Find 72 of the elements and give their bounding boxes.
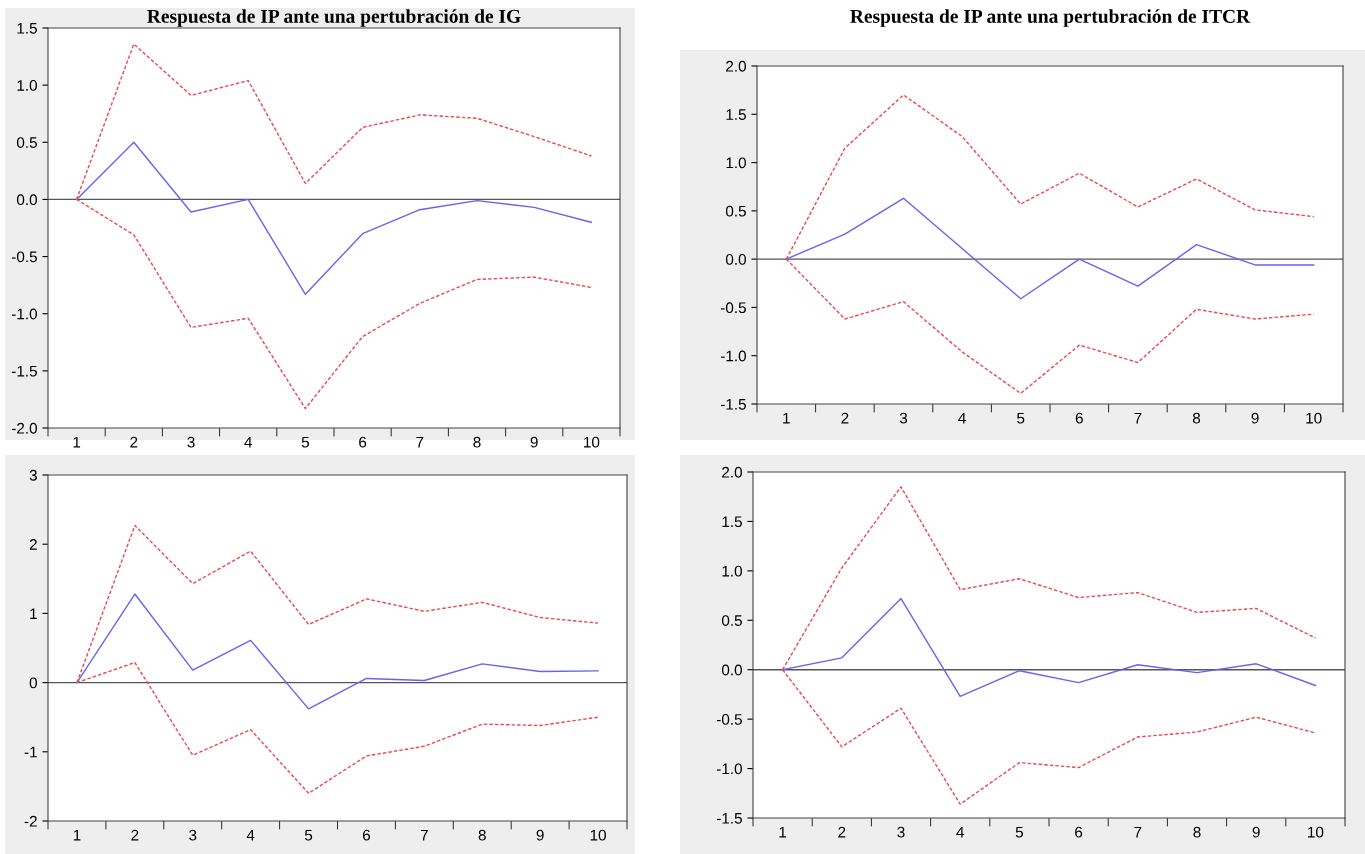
x-tick-label: 6 (1075, 826, 1083, 838)
x-tick-label: 2 (131, 829, 139, 841)
y-tick-label: -1.0 (716, 763, 742, 775)
y-tick-label: -1.0 (720, 350, 746, 362)
x-tick-label: 8 (473, 436, 481, 448)
x-tick-label: 7 (1134, 826, 1142, 838)
y-tick-label: 1.0 (17, 80, 37, 91)
x-tick-label: 5 (1017, 412, 1025, 424)
x-tick-label: 7 (1134, 412, 1142, 424)
x-tick-label: 9 (530, 436, 538, 448)
y-tick-label: 0.5 (725, 205, 746, 217)
x-tick-label: 6 (1075, 412, 1083, 424)
y-tick-label: 0.5 (16, 137, 37, 148)
y-tick-label: -1.5 (11, 365, 37, 377)
x-tick-label: 3 (187, 436, 195, 448)
x-tick-label: 10 (584, 436, 600, 448)
x-tick-label: 10 (1308, 826, 1324, 838)
x-tick-label: 4 (244, 436, 252, 448)
y-tick-label: -1.0 (11, 308, 37, 320)
x-tick-label: 9 (536, 829, 544, 841)
x-tick-label: 1 (779, 826, 787, 838)
y-tick-label: 1 (30, 608, 37, 619)
y-tick-label: 1.5 (17, 23, 37, 34)
x-tick-label: 5 (301, 436, 310, 448)
y-tick-label: -2.0 (11, 422, 37, 434)
y-tick-label: 0 (29, 677, 37, 689)
x-tick-label: 7 (416, 436, 424, 448)
x-tick-label: 1 (783, 412, 790, 424)
y-tick-label: 0.0 (725, 254, 746, 265)
x-tick-label: 7 (420, 829, 428, 841)
x-tick-label: 3 (897, 826, 905, 838)
y-tick-label: 0.0 (721, 664, 742, 676)
x-tick-label: 8 (1192, 412, 1201, 424)
x-tick-label: 8 (478, 829, 486, 841)
y-tick-label: -2 (24, 815, 37, 827)
x-tick-label: 6 (359, 436, 367, 448)
x-tick-label: 4 (958, 412, 966, 424)
x-tick-label: 8 (1193, 826, 1201, 838)
x-tick-label: 4 (246, 829, 255, 841)
x-tick-label: 1 (73, 436, 81, 448)
y-tick-label: 0.5 (721, 615, 742, 626)
x-tick-label: 2 (838, 826, 846, 838)
y-tick-label: -1.5 (716, 813, 742, 824)
x-tick-label: 6 (362, 829, 371, 841)
x-tick-label: 4 (956, 826, 964, 838)
y-tick-label: 1.5 (726, 109, 746, 120)
y-tick-label: 2.0 (726, 60, 746, 72)
y-tick-label: 2 (29, 539, 37, 550)
x-tick-label: 10 (1306, 412, 1322, 424)
y-tick-label: 1.0 (726, 157, 746, 169)
x-tick-label: 5 (304, 829, 313, 841)
y-tick-label: -0.5 (720, 302, 746, 314)
y-tick-label: -0.5 (11, 251, 37, 263)
x-tick-label: 1 (73, 829, 81, 841)
y-tick-label: 1.5 (722, 516, 742, 528)
x-tick-label: 9 (1251, 412, 1259, 424)
y-tick-label: 0.0 (16, 194, 37, 206)
x-tick-label: 5 (1015, 826, 1024, 838)
y-tick-label: 3 (29, 469, 37, 481)
y-tick-label: 2.0 (722, 466, 742, 478)
x-tick-label: 2 (841, 412, 849, 424)
x-tick-label: 3 (899, 412, 908, 424)
y-tick-label: -1.5 (720, 399, 746, 410)
x-tick-label: 9 (1252, 826, 1260, 838)
chart-title: Respuesta de IP ante una pertubración de ITCR (850, 9, 1251, 27)
x-tick-label: 2 (130, 436, 138, 448)
y-tick-label: -1 (24, 746, 37, 758)
y-tick-label: -0.5 (716, 714, 742, 725)
chart-title: Respuesta de IP ante una pertubración de IG (147, 9, 521, 27)
x-tick-label: 10 (590, 829, 606, 841)
y-tick-label: 1.0 (722, 565, 742, 577)
x-tick-label: 3 (189, 829, 197, 841)
